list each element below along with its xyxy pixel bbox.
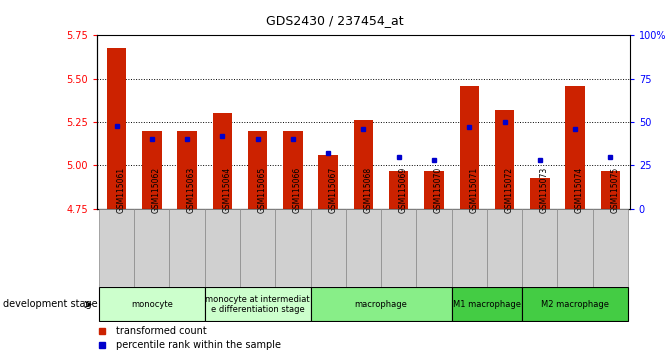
Text: transformed count: transformed count xyxy=(116,326,206,336)
Bar xyxy=(530,178,549,209)
Bar xyxy=(522,209,557,287)
Bar xyxy=(248,131,267,209)
Bar xyxy=(99,209,134,287)
Bar xyxy=(495,110,515,209)
Bar xyxy=(601,171,620,209)
Text: GSM115069: GSM115069 xyxy=(399,166,408,213)
Bar xyxy=(170,209,205,287)
Bar xyxy=(275,209,311,287)
Bar xyxy=(381,209,416,287)
Text: GSM115070: GSM115070 xyxy=(434,166,443,213)
Bar xyxy=(522,287,628,321)
Bar xyxy=(311,287,452,321)
Bar xyxy=(240,209,275,287)
Text: GSM115062: GSM115062 xyxy=(152,167,161,213)
Bar xyxy=(389,171,409,209)
Bar xyxy=(452,287,522,321)
Text: GSM115061: GSM115061 xyxy=(117,167,125,213)
Text: GDS2430 / 237454_at: GDS2430 / 237454_at xyxy=(266,14,404,27)
Text: GSM115068: GSM115068 xyxy=(363,167,373,213)
Bar xyxy=(354,120,373,209)
Text: GSM115065: GSM115065 xyxy=(258,166,267,213)
Text: M2 macrophage: M2 macrophage xyxy=(541,300,609,309)
Bar xyxy=(283,131,303,209)
Text: monocyte: monocyte xyxy=(131,300,173,309)
Bar xyxy=(178,131,197,209)
Text: macrophage: macrophage xyxy=(354,300,407,309)
Bar xyxy=(99,287,205,321)
Text: M1 macrophage: M1 macrophage xyxy=(453,300,521,309)
Text: GSM115071: GSM115071 xyxy=(469,167,478,213)
Bar xyxy=(557,209,593,287)
Bar xyxy=(346,209,381,287)
Text: GSM115074: GSM115074 xyxy=(575,166,584,213)
Bar xyxy=(416,209,452,287)
Bar xyxy=(460,86,479,209)
Text: GSM115075: GSM115075 xyxy=(610,166,619,213)
Bar xyxy=(318,155,338,209)
Bar xyxy=(205,209,240,287)
Text: GSM115073: GSM115073 xyxy=(540,166,549,213)
Bar xyxy=(107,47,126,209)
Text: development stage: development stage xyxy=(3,299,98,309)
Text: GSM115067: GSM115067 xyxy=(328,166,337,213)
Text: GSM115072: GSM115072 xyxy=(505,167,514,213)
Text: percentile rank within the sample: percentile rank within the sample xyxy=(116,340,281,350)
Bar xyxy=(311,209,346,287)
Bar xyxy=(212,114,232,209)
Text: GSM115064: GSM115064 xyxy=(222,166,231,213)
Bar xyxy=(205,287,311,321)
Bar xyxy=(593,209,628,287)
Bar xyxy=(452,209,487,287)
Bar xyxy=(142,131,161,209)
Bar xyxy=(134,209,170,287)
Bar xyxy=(565,86,585,209)
Bar xyxy=(487,209,522,287)
Text: GSM115063: GSM115063 xyxy=(187,166,196,213)
Text: GSM115066: GSM115066 xyxy=(293,166,302,213)
Text: monocyte at intermediat
e differentiation stage: monocyte at intermediat e differentiatio… xyxy=(205,295,310,314)
Bar xyxy=(424,171,444,209)
